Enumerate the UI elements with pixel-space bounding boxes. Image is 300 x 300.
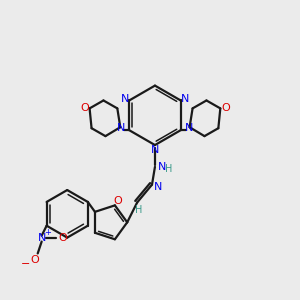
Text: N: N	[158, 162, 166, 172]
Text: O: O	[30, 255, 39, 266]
Text: N: N	[38, 232, 46, 243]
Text: +: +	[44, 228, 51, 237]
Text: −: −	[21, 260, 31, 269]
Text: H: H	[165, 164, 172, 174]
Text: O: O	[80, 103, 89, 113]
Text: N: N	[121, 94, 129, 104]
Text: N: N	[151, 145, 159, 155]
Text: H: H	[135, 206, 143, 215]
Text: N: N	[181, 94, 189, 104]
Text: N: N	[184, 123, 193, 133]
Text: O: O	[113, 196, 122, 206]
Text: N: N	[117, 123, 125, 133]
Text: O: O	[221, 103, 230, 113]
Text: N: N	[154, 182, 162, 192]
Text: O: O	[58, 232, 67, 243]
